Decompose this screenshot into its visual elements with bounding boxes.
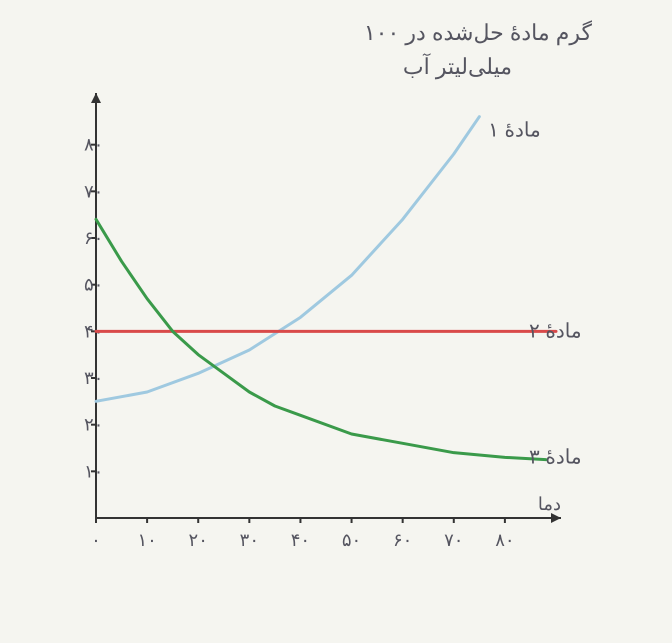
series-label: مادهٔ ۳ [529, 446, 582, 468]
chart-title-top: گرم مادهٔ حل‌شده در ۱۰۰ [20, 20, 592, 46]
series-line [96, 117, 479, 402]
x-tick-label: ۵۰ [342, 530, 361, 550]
chart-title-sub: میلی‌لیتر آب [20, 54, 512, 80]
y-tick-label: ۱۰ [84, 461, 103, 481]
x-tick-label: ۳۰ [240, 530, 259, 550]
x-tick-label: ۱۰ [137, 530, 156, 550]
series-label: مادهٔ ۲ [529, 320, 582, 342]
series-line [96, 219, 546, 459]
y-tick-label: ۸۰ [84, 135, 103, 155]
x-tick-label: ۴۰ [291, 530, 310, 550]
y-tick-label: ۷۰ [84, 181, 103, 201]
x-tick-label: ۶۰ [393, 530, 412, 550]
x-tick-label: ۰ [91, 530, 101, 550]
chart-svg: ۱۰۲۰۳۰۴۰۵۰۶۰۷۰۸۰۰۱۰۲۰۳۰۴۰۵۰۶۰۷۰۸۰مادهٔ ۱… [16, 88, 636, 588]
y-tick-label: ۳۰ [84, 368, 103, 388]
y-tick-label: ۵۰ [84, 275, 103, 295]
x-tick-label: ۷۰ [444, 530, 463, 550]
solubility-chart: ۱۰۲۰۳۰۴۰۵۰۶۰۷۰۸۰۰۱۰۲۰۳۰۴۰۵۰۶۰۷۰۸۰مادهٔ ۱… [36, 88, 636, 608]
y-tick-label: ۶۰ [84, 228, 103, 248]
x-tick-label: ۲۰ [189, 530, 208, 550]
series-label: مادهٔ ۱ [488, 120, 541, 142]
x-axis-title: دما [538, 494, 561, 514]
x-tick-label: ۸۰ [495, 530, 514, 550]
y-tick-label: ۲۰ [84, 415, 103, 435]
